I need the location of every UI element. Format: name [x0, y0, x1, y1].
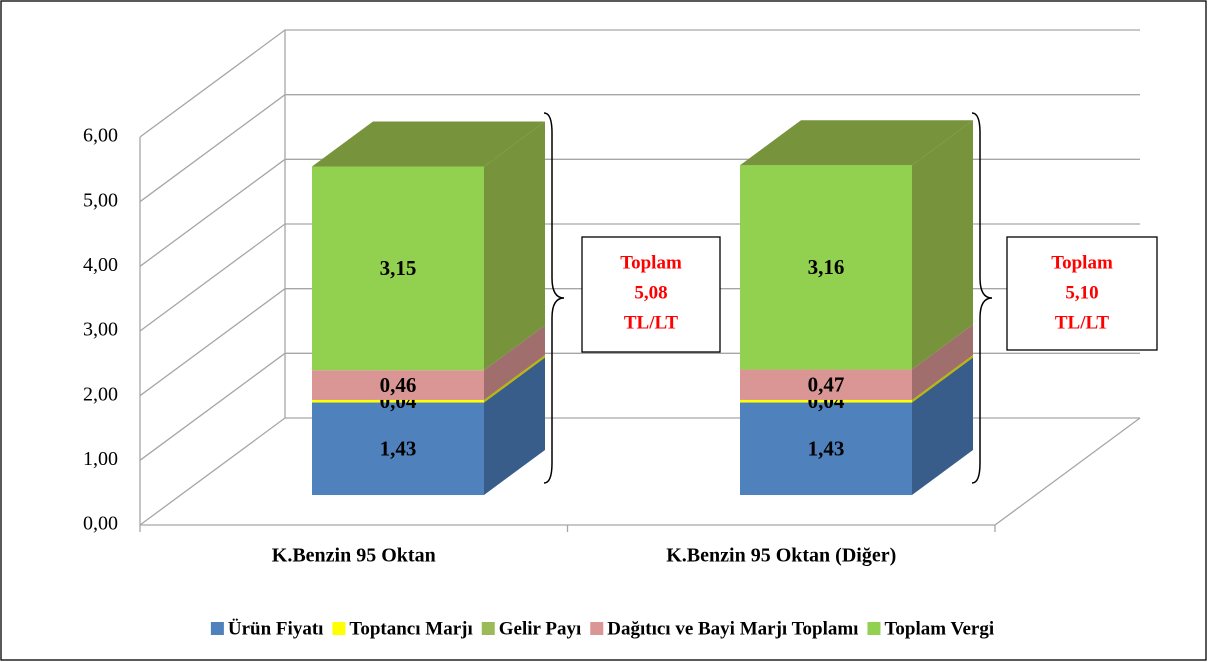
bar-segment	[312, 370, 484, 400]
legend-swatch	[481, 622, 495, 635]
bar-segment	[312, 166, 484, 371]
y-tick-label: 6,00	[83, 125, 118, 147]
legend-swatch	[332, 622, 346, 635]
annotation: 5,10	[1065, 282, 1098, 303]
bar-segment-side	[912, 357, 973, 495]
bar-segment-side	[484, 354, 545, 403]
annotation: Toplam	[620, 252, 682, 273]
bar-segment	[312, 402, 484, 495]
y-tick-label: 3,00	[83, 319, 118, 341]
y-tick-label: 1,00	[83, 448, 118, 470]
legend-label: Ürün Fiyatı	[228, 618, 324, 639]
bar-segment	[740, 402, 912, 495]
annotation: TL/LT	[624, 312, 679, 333]
data-label: 0,47	[808, 373, 845, 397]
bar-segment-side	[912, 354, 973, 403]
x-tick-label: K.Benzin 95 Oktan	[272, 545, 436, 567]
bar-segment	[312, 399, 484, 403]
annotation: TL/LT	[1055, 312, 1110, 333]
bar-segment-side	[912, 324, 973, 400]
bar-top	[740, 120, 973, 166]
data-label: 1,43	[808, 437, 845, 461]
bar-segment-side	[912, 120, 973, 370]
annotation: 5,08	[634, 282, 667, 303]
annotation: Toplam	[1051, 252, 1113, 273]
data-label: 3,15	[380, 256, 417, 280]
data-label: 3,16	[808, 255, 845, 279]
legend-label: Gelir Payı	[499, 618, 582, 639]
y-tick-label: 2,00	[83, 383, 118, 405]
bar-segment-side	[484, 325, 545, 400]
floor-edge	[994, 417, 1141, 526]
y-tick-label: 0,00	[83, 513, 118, 535]
bar-segment	[740, 165, 912, 370]
legend-swatch	[210, 622, 224, 635]
legend-swatch	[867, 622, 881, 635]
legend-label: Toptancı Marjı	[349, 618, 472, 639]
y-tick-label: 4,00	[83, 254, 118, 276]
total-box	[1006, 236, 1158, 351]
bar-segment	[740, 369, 912, 400]
data-label: 0,46	[380, 373, 417, 397]
x-tick-label: K.Benzin 95 Oktan (Diğer)	[666, 545, 896, 567]
bar-segment	[740, 399, 912, 403]
bar-top	[312, 121, 545, 167]
brace	[971, 112, 993, 484]
bar-segment-side	[484, 121, 545, 371]
legend-label: Dağıtıcı ve Bayi Marjı Toplamı	[607, 618, 858, 639]
legend-swatch	[590, 622, 604, 635]
y-tick-label: 5,00	[83, 189, 118, 211]
legend-label: Toplam Vergi	[884, 618, 994, 639]
bar-segment-side	[484, 357, 545, 495]
total-box	[581, 236, 721, 353]
brace	[543, 112, 565, 484]
data-label: 1,43	[380, 437, 417, 461]
